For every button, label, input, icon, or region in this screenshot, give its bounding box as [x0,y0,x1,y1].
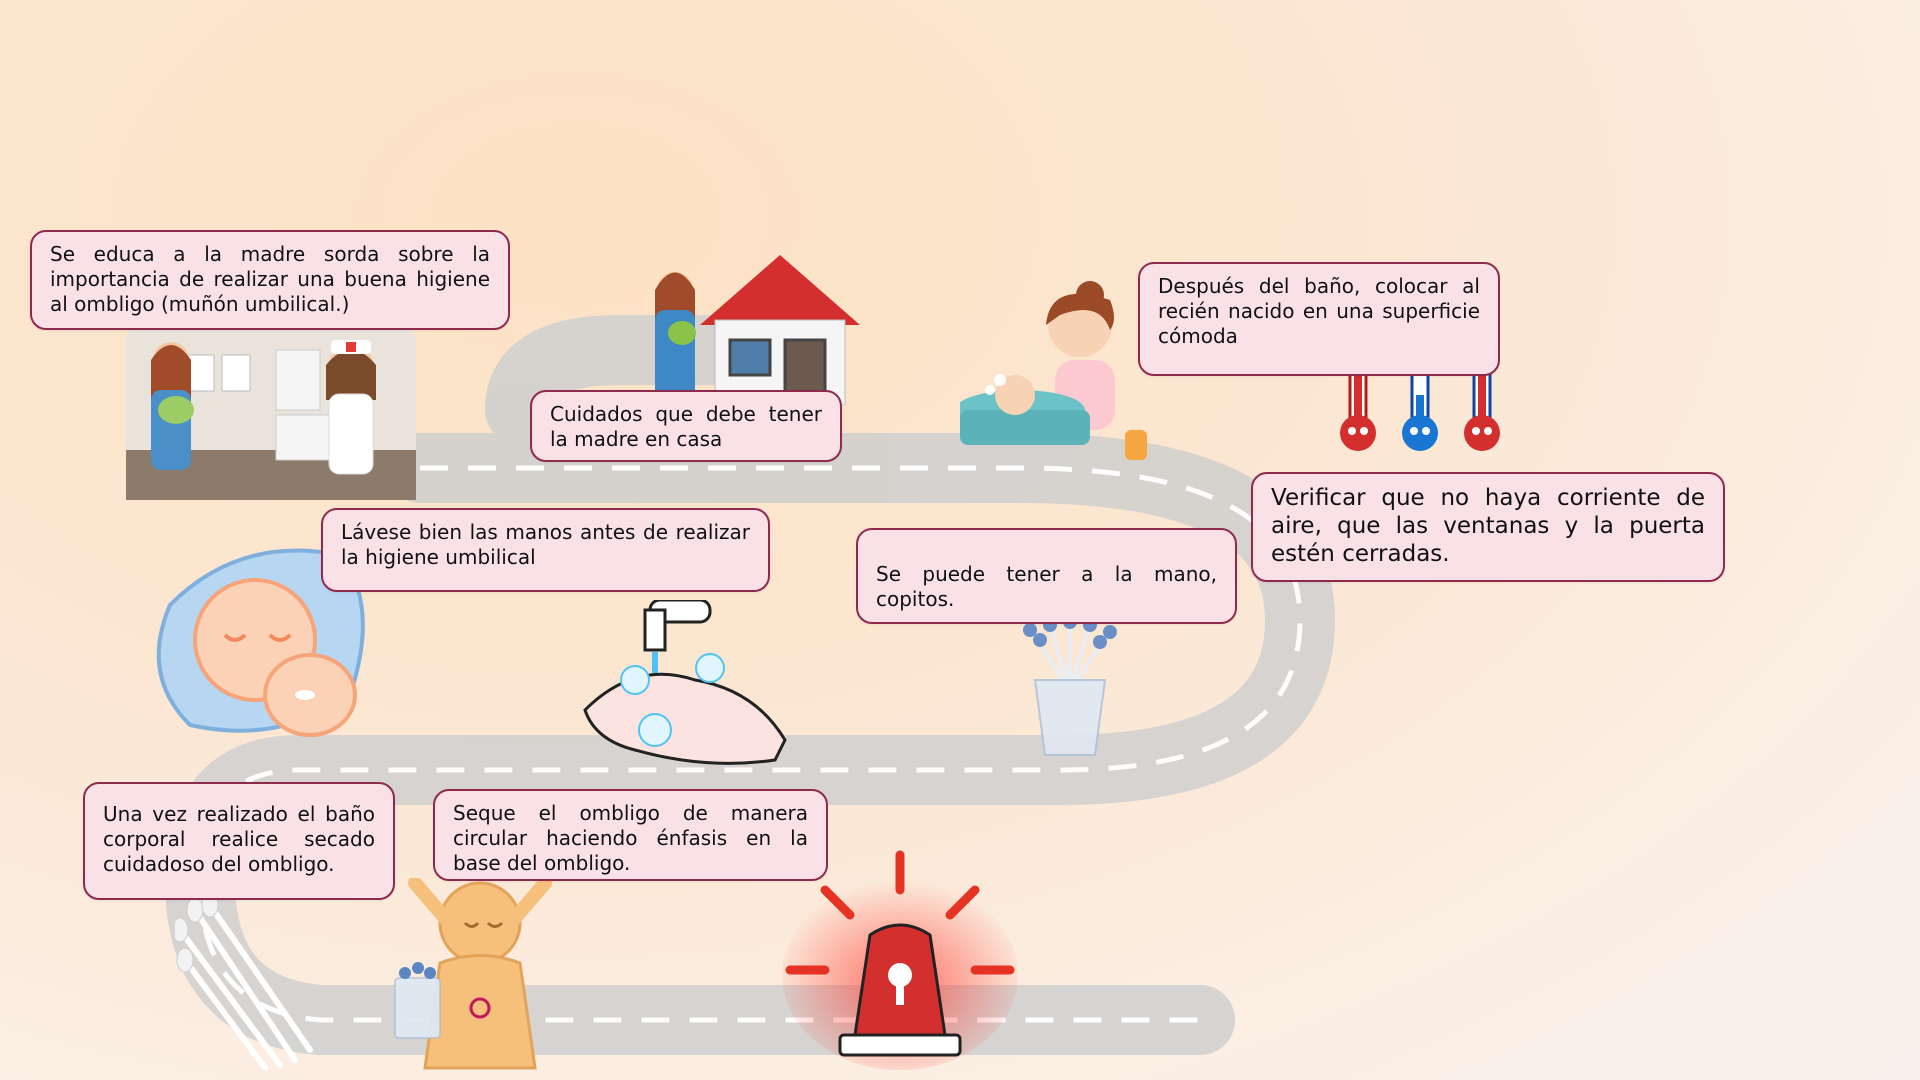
house-with-mother-icon [655,255,860,405]
card-cuidados-casa: Cuidados que debe tener la madre en casa [530,390,842,462]
baby-umbilical-icon [394,878,552,1070]
alarm-siren-icon [782,850,1018,1070]
card-secado-ombligo: Una vez realizado el baño corporal reali… [83,782,395,900]
mother-bathing-baby-illustration [960,281,1147,460]
mother-nurse-clinic-illustration [126,330,416,500]
sleeping-baby-icon [156,548,365,737]
hand-washing-icon [583,600,787,765]
card-seque-ombligo: Seque el ombligo de manera circular haci… [433,789,828,881]
cotton-swabs-cup-icon [1023,620,1117,756]
card-despues-bano: Después del baño, colocar al recién naci… [1138,262,1500,376]
card-copitos: Se puede tener a la mano, copitos. [856,528,1237,624]
card-lavese-manos: Lávese bien las manos antes de realizar … [321,508,770,592]
card-verificar-aire: Verificar que no haya corriente de aire,… [1251,472,1725,582]
cotton-swabs-icon [175,900,313,1070]
card-educa-madre: Se educa a la madre sorda sobre la impor… [30,230,510,330]
